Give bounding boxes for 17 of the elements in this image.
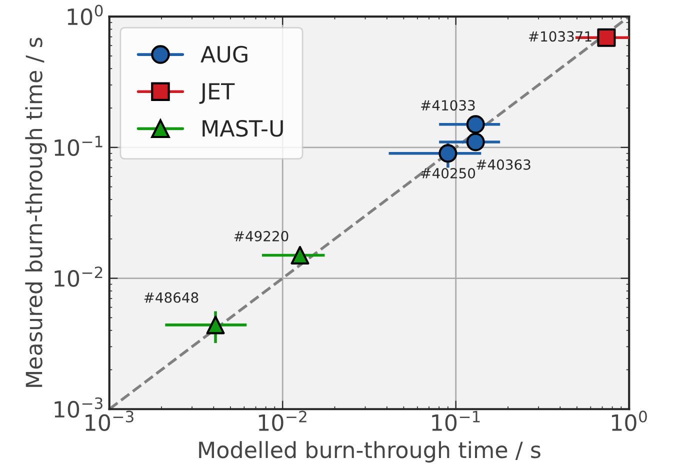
y-axis-title: Measured burn-through time / s (25, 38, 47, 387)
annotation: #49220 (234, 230, 288, 242)
annotation: #40250 (421, 168, 476, 178)
legend-label: AUG (200, 46, 248, 63)
x-tick-label: 10$^{−1}$ (432, 410, 480, 432)
annotation: #48648 (144, 292, 198, 303)
annotation: #40363 (476, 159, 530, 170)
y-tick-label: 10$^{−2}$ (54, 266, 102, 287)
annotation: #41033 (421, 100, 475, 111)
x-axis-title: Modelled burn-through time / s (199, 441, 540, 463)
legend-label: MAST-U (202, 120, 283, 137)
x-tick-label: 10$^{0}$ (612, 410, 647, 432)
legend-label: JET (199, 83, 235, 104)
x-tick-label: 10$^{−2}$ (258, 410, 306, 432)
annotation: #103371 (528, 31, 592, 42)
y-tick-label: 10$^{0}$ (68, 4, 103, 26)
y-tick-label: 10$^{−1}$ (54, 136, 102, 156)
